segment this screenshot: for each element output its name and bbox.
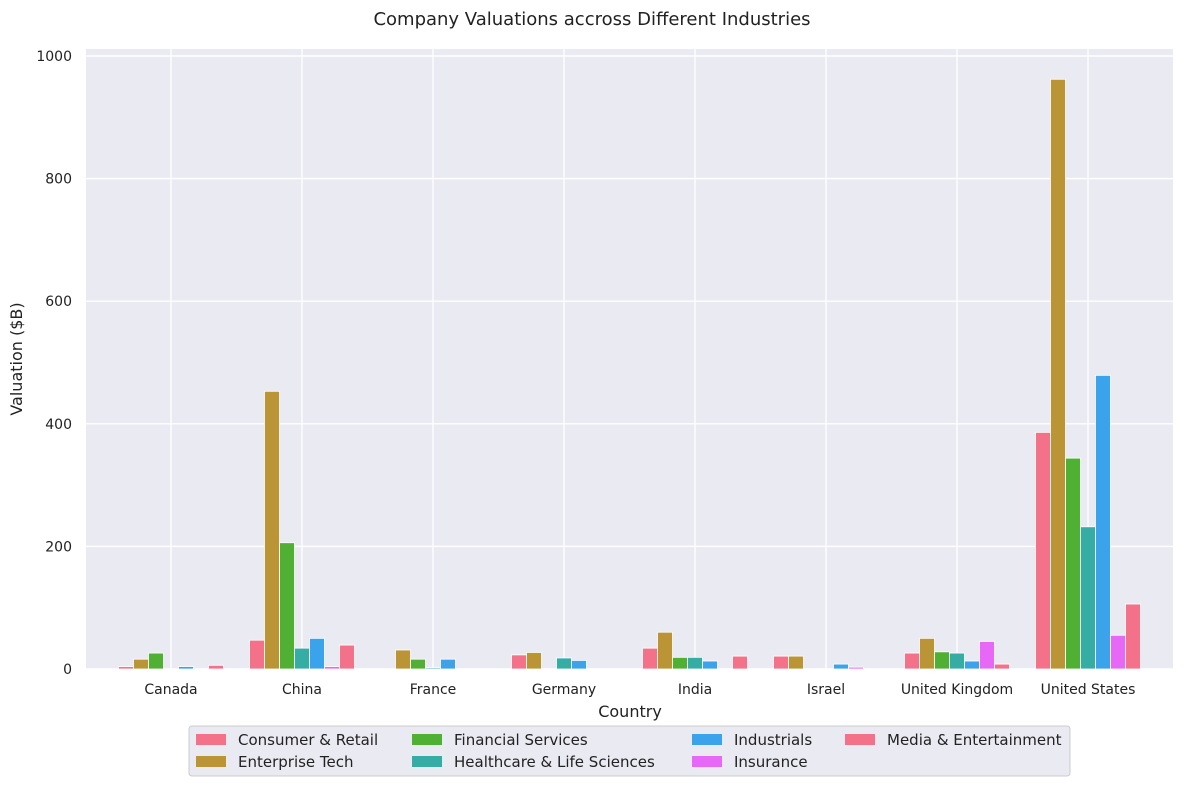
bar [133, 658, 149, 670]
bar [309, 637, 325, 670]
legend-swatch [412, 756, 442, 767]
bar [657, 631, 673, 670]
legend-label: Financial Services [454, 731, 588, 749]
bar [339, 644, 355, 670]
bar [294, 647, 310, 670]
bar [687, 656, 703, 670]
bar [410, 658, 426, 670]
bar [732, 655, 748, 670]
legend-swatch [845, 734, 875, 745]
legend-label: Media & Entertainment [887, 731, 1062, 749]
legend-label: Insurance [734, 753, 808, 771]
bar [919, 637, 935, 670]
bar [833, 663, 849, 670]
bar [1110, 634, 1126, 670]
y-tick-label: 600 [45, 294, 72, 310]
y-axis-ticks: 0 200 400 600 800 1000 [36, 49, 72, 678]
bar [440, 658, 456, 670]
bar [1065, 457, 1081, 670]
bar [773, 655, 789, 670]
legend-label: Consumer & Retail [238, 731, 378, 749]
bar [178, 666, 194, 670]
bar [1035, 431, 1051, 670]
bar [264, 390, 280, 670]
x-tick-label: France [410, 682, 457, 698]
bar [324, 666, 340, 670]
legend-swatch [196, 734, 226, 745]
y-tick-label: 200 [45, 539, 72, 555]
bar [964, 660, 980, 670]
bar [642, 647, 658, 670]
bar [672, 656, 688, 670]
bar [1080, 526, 1096, 670]
bar [556, 657, 572, 670]
bar [571, 660, 587, 670]
bars [118, 78, 1141, 670]
bar [979, 641, 995, 670]
y-tick-label: 0 [63, 662, 72, 678]
x-axis-ticks: Canada China France Germany India Israel Unite… [144, 682, 1135, 698]
legend-label: Healthcare & Life Sciences [454, 753, 655, 771]
legend-label: Industrials [734, 731, 812, 749]
bar [994, 663, 1010, 670]
bar [118, 666, 134, 670]
bar [425, 667, 441, 670]
bar [934, 651, 950, 670]
x-tick-label: India [678, 682, 712, 698]
x-tick-label: Israel [807, 682, 845, 698]
x-tick-label: Canada [144, 682, 197, 698]
plot-background [86, 49, 1173, 669]
x-tick-label: United Kingdom [901, 682, 1013, 698]
bar [511, 654, 527, 670]
y-tick-label: 400 [45, 417, 72, 433]
bar [395, 649, 411, 670]
x-tick-label: Germany [532, 682, 596, 698]
chart-title: Company Valuations accross Different Ind… [373, 9, 810, 30]
bar [1095, 374, 1111, 670]
x-tick-label: United States [1041, 682, 1136, 698]
bar [788, 655, 804, 670]
bar [904, 652, 920, 670]
y-tick-label: 1000 [36, 49, 72, 65]
bar [848, 666, 864, 670]
y-axis-label: Valuation ($B) [7, 302, 26, 415]
y-tick-label: 800 [45, 172, 72, 188]
bar [1125, 603, 1141, 670]
legend-swatch [412, 734, 442, 745]
x-tick-label: China [282, 682, 322, 698]
legend-swatch [692, 756, 722, 767]
x-axis-label: Country [598, 702, 662, 721]
bar [279, 542, 295, 670]
bar [249, 639, 265, 670]
bar [208, 664, 224, 670]
legend-label: Enterprise Tech [238, 753, 354, 771]
bar [1050, 78, 1066, 670]
legend-swatch [692, 734, 722, 745]
legend-swatch [196, 756, 226, 767]
bar [702, 660, 718, 670]
bar [526, 652, 542, 670]
bar [949, 652, 965, 670]
bar [148, 652, 164, 670]
legend: Consumer & Retail Enterprise Tech Financia… [188, 725, 1071, 777]
